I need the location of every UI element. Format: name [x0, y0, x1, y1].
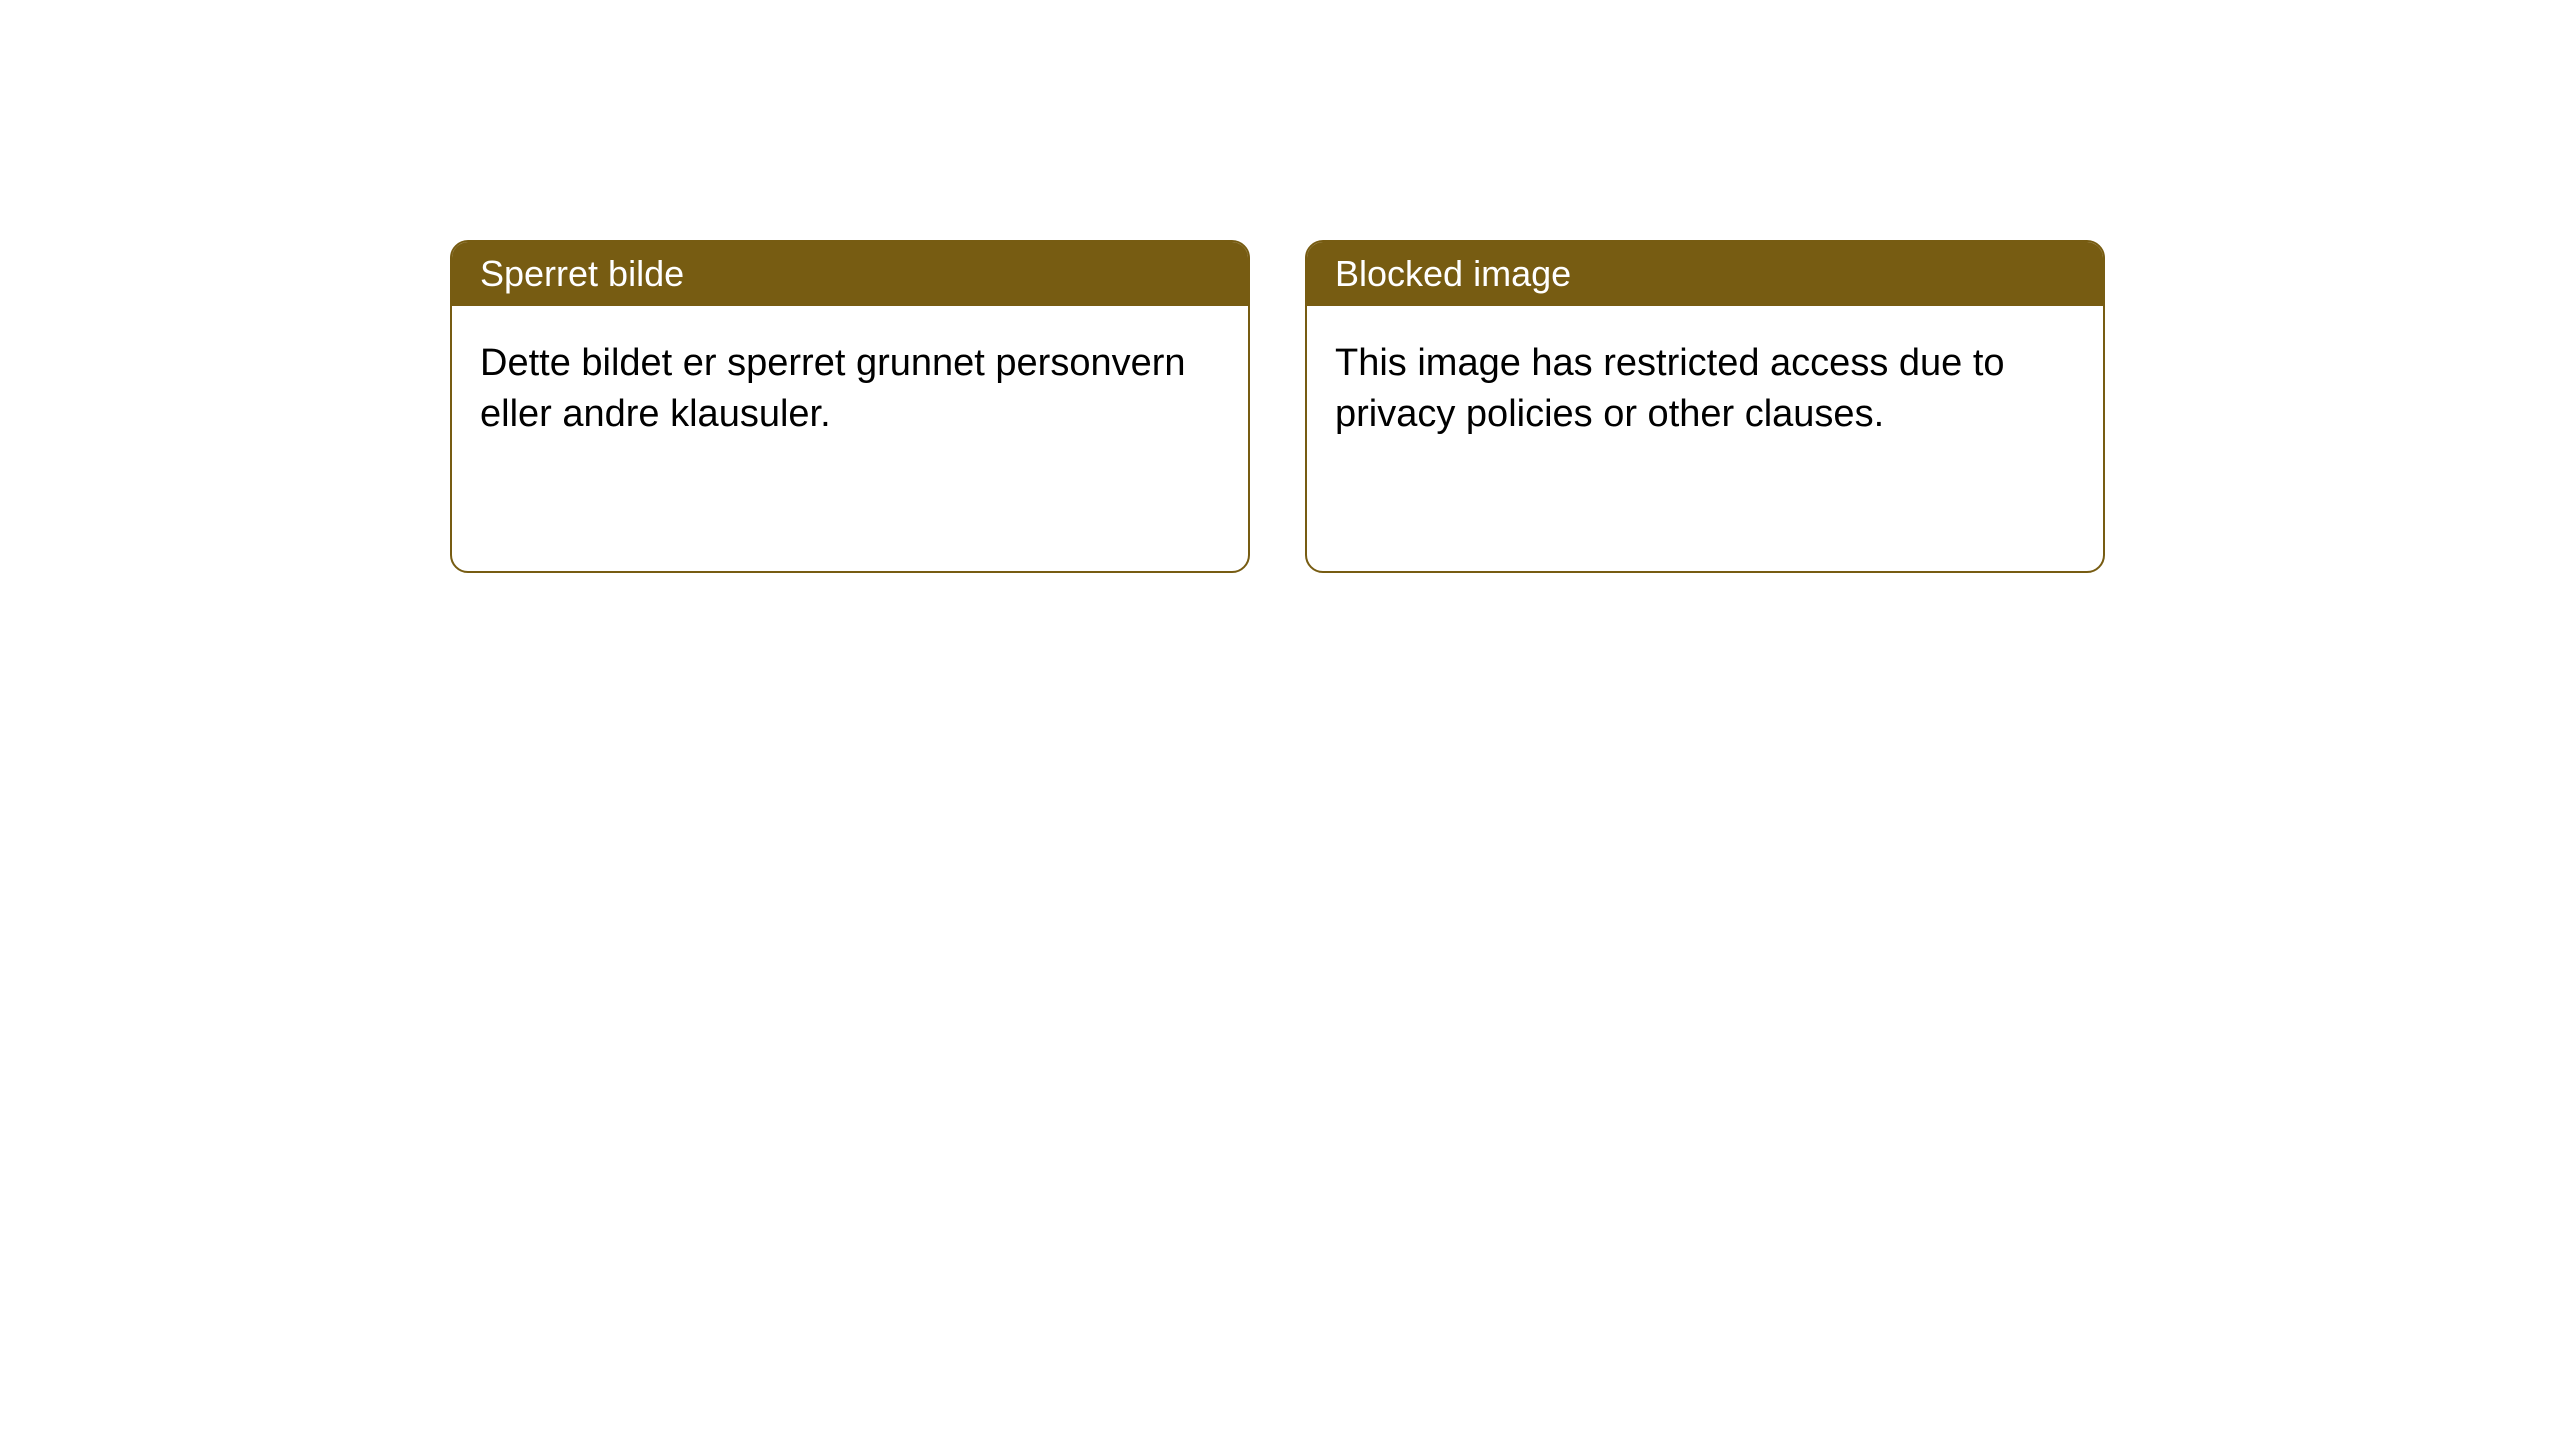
- notice-card-norwegian: Sperret bilde Dette bildet er sperret gr…: [450, 240, 1250, 573]
- notice-header: Sperret bilde: [452, 242, 1248, 306]
- notice-body: Dette bildet er sperret grunnet personve…: [452, 306, 1248, 473]
- notice-body: This image has restricted access due to …: [1307, 306, 2103, 473]
- notice-header: Blocked image: [1307, 242, 2103, 306]
- notice-container: Sperret bilde Dette bildet er sperret gr…: [0, 0, 2560, 573]
- notice-card-english: Blocked image This image has restricted …: [1305, 240, 2105, 573]
